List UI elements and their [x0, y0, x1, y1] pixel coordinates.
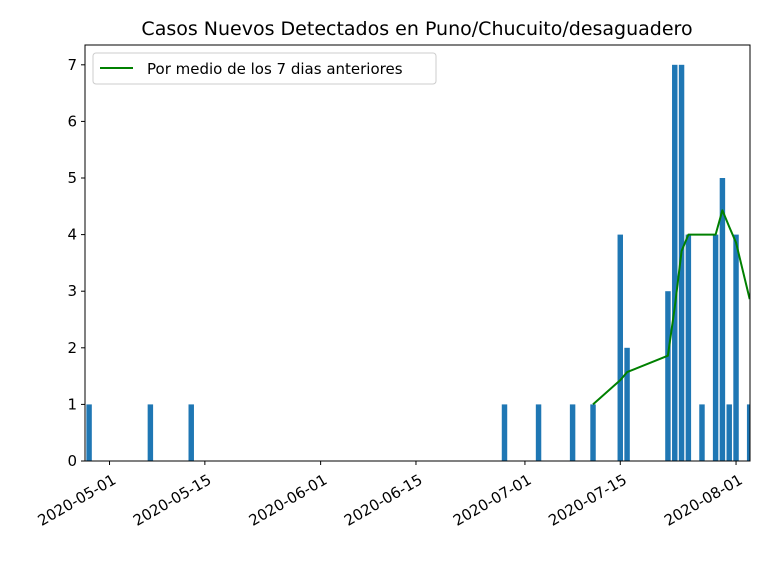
bars-layer — [86, 64, 750, 461]
bar — [147, 404, 154, 461]
chart-title: Casos Nuevos Detectados en Puno/Chucuito… — [141, 18, 692, 40]
bar — [188, 404, 194, 461]
bar — [719, 178, 726, 461]
bar — [569, 404, 576, 461]
legend-box — [92, 52, 437, 85]
bar — [746, 404, 750, 461]
bar — [699, 404, 705, 461]
bar — [712, 234, 719, 461]
y-tick-label: 3 — [67, 282, 77, 300]
x-tick-label: 2020-07-15 — [545, 471, 630, 530]
bar — [685, 234, 692, 461]
bar — [665, 291, 671, 461]
x-tick-label: 2020-06-01 — [246, 471, 331, 530]
y-tick-label: 1 — [67, 395, 77, 413]
bar — [535, 404, 542, 461]
bar — [590, 404, 596, 461]
x-tick-label: 2020-08-01 — [661, 471, 746, 530]
plot-frame — [84, 44, 751, 462]
y-tick-label: 2 — [67, 339, 77, 357]
legend: Por medio de los 7 dias anteriores — [92, 52, 437, 85]
bar — [86, 404, 92, 461]
x-tick-label: 2020-05-01 — [35, 471, 120, 530]
x-tick-label: 2020-07-01 — [450, 471, 535, 530]
bar — [726, 404, 732, 461]
series-line-rolling-mean — [592, 209, 750, 406]
y-tick-label: 6 — [67, 112, 77, 130]
y-tick-label: 0 — [67, 452, 77, 470]
x-axis: 2020-05-01 2020-05-15 2020-06-01 2020-06-15… — [35, 461, 746, 530]
bar — [624, 347, 630, 461]
y-tick-label: 7 — [67, 56, 77, 74]
x-tick-label: 2020-05-15 — [130, 471, 215, 530]
bar — [733, 234, 739, 461]
x-tick-label: 2020-06-15 — [341, 471, 426, 530]
y-tick-label: 5 — [67, 169, 77, 187]
bar — [678, 64, 685, 461]
y-tick-label: 4 — [67, 226, 77, 244]
bar — [617, 234, 623, 461]
y-axis: 0 1 2 3 4 5 6 7 — [67, 56, 85, 470]
bar — [501, 404, 508, 461]
legend-label: Por medio de los 7 dias anteriores — [147, 60, 403, 78]
line-layer — [592, 209, 750, 406]
bar — [672, 64, 678, 461]
